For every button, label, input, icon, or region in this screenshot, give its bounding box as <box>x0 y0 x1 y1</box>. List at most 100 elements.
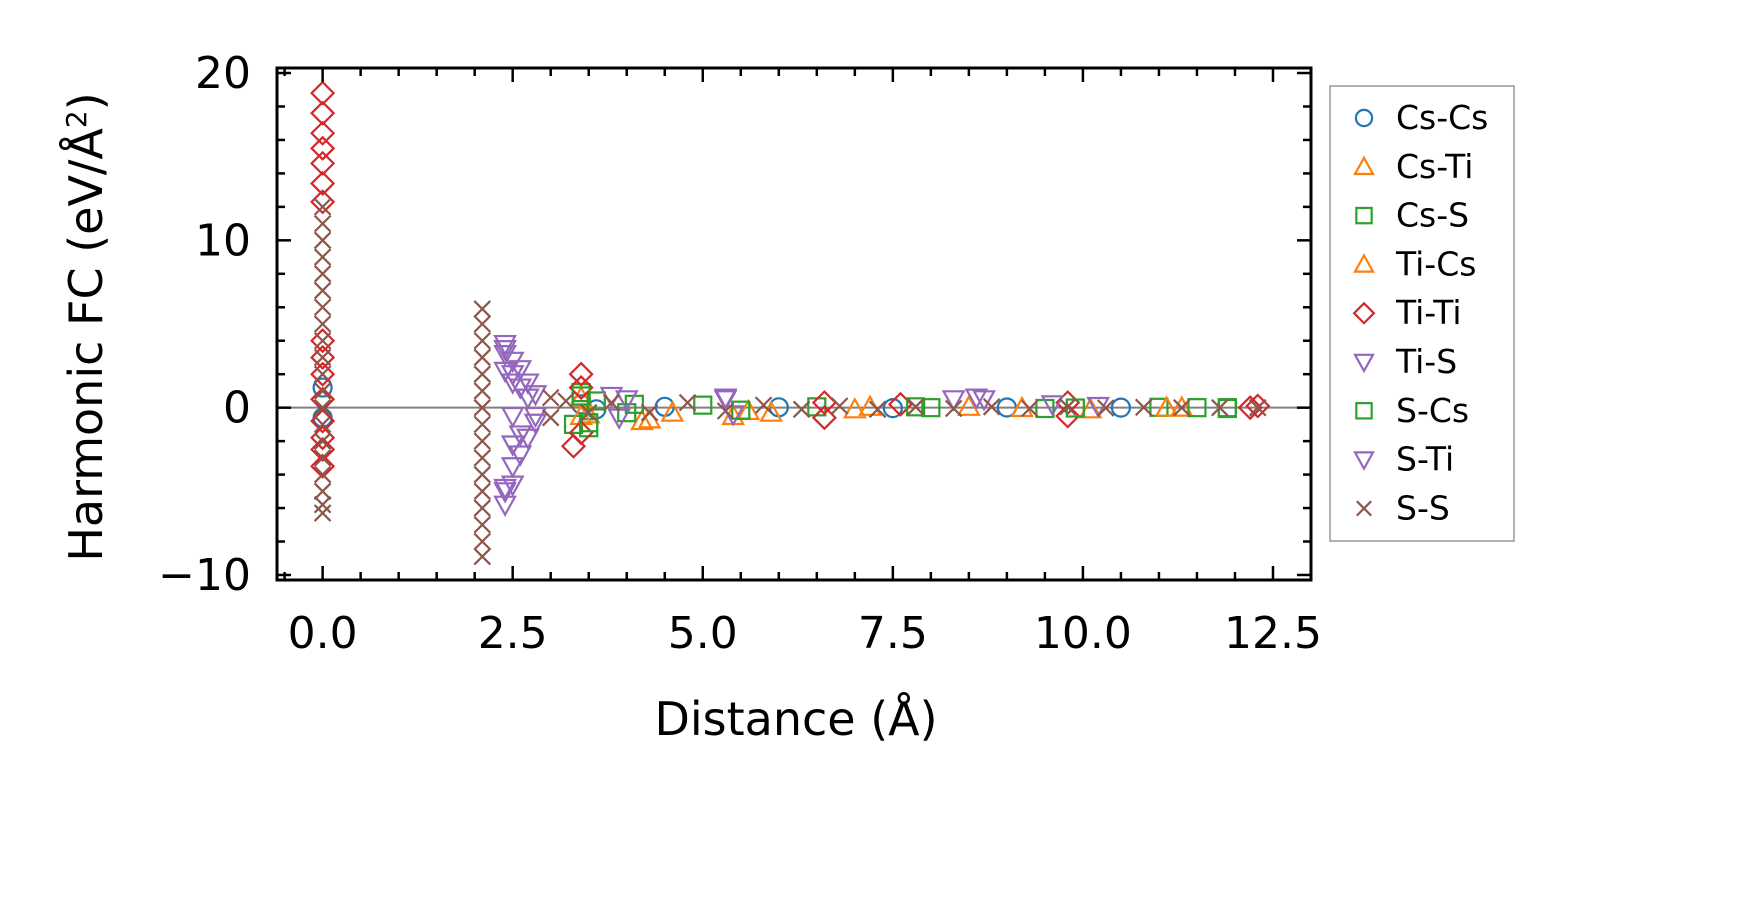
data-point <box>313 504 332 522</box>
series-ti-ti <box>310 80 1271 479</box>
data-point-stroke-b <box>1134 398 1153 417</box>
data-point <box>473 300 492 318</box>
data-point <box>473 547 492 566</box>
legend-label: Cs-Ti <box>1396 147 1473 186</box>
data-point-stroke-b <box>868 400 887 419</box>
data-point-stroke-b <box>473 449 492 467</box>
plot-frame <box>275 66 1313 582</box>
data-point-stroke-b <box>678 393 697 412</box>
data-point <box>1040 395 1065 417</box>
data-point <box>473 532 492 551</box>
data-point <box>568 375 594 401</box>
data-point <box>493 482 517 504</box>
data-point <box>313 248 332 266</box>
data-point <box>473 482 492 501</box>
data-point-stroke-b <box>313 415 332 434</box>
data-marks <box>310 80 1271 566</box>
y-tick-label: 0 <box>223 383 251 434</box>
data-point-stroke-b <box>313 198 332 216</box>
data-point <box>313 315 332 333</box>
data-point <box>508 360 533 382</box>
data-point-stroke-b <box>830 397 849 415</box>
data-point <box>310 150 336 176</box>
legend-item-ti-s: Ti-S <box>1353 342 1457 381</box>
data-point <box>313 281 332 300</box>
data-point <box>713 390 738 412</box>
data-point <box>310 453 336 479</box>
legend-item-ti-ti: Ti-Ti <box>1352 293 1462 332</box>
data-point-stroke-b <box>982 398 1001 416</box>
data-point <box>313 432 332 450</box>
data-point <box>906 397 926 417</box>
data-point <box>473 499 492 517</box>
legend-marker <box>1356 500 1372 517</box>
data-point <box>473 331 492 350</box>
data-point <box>1078 397 1103 419</box>
legend-marker <box>1352 301 1376 325</box>
x-tick-label: 5.0 <box>668 608 738 659</box>
data-point-stroke-b <box>1210 398 1229 417</box>
data-point-stroke-b <box>944 399 963 418</box>
series-s-s <box>313 198 1267 566</box>
data-point <box>313 265 332 283</box>
data-point <box>313 298 332 317</box>
data-point-stroke-b <box>602 393 621 412</box>
data-point <box>310 170 336 197</box>
data-point <box>313 331 332 350</box>
data-point <box>313 482 332 501</box>
data-point <box>523 406 548 429</box>
data-point <box>1249 398 1267 417</box>
data-point <box>882 398 903 419</box>
data-point-stroke-b <box>473 432 492 450</box>
data-point <box>1058 398 1077 416</box>
data-point <box>310 436 336 463</box>
x-tick-label: 0.0 <box>288 608 358 659</box>
data-point <box>568 361 594 387</box>
data-point <box>313 382 332 400</box>
data-point-stroke-b <box>313 231 332 250</box>
data-point <box>759 400 784 422</box>
data-point-stroke-b <box>313 504 332 522</box>
data-point-stroke-b <box>313 214 332 233</box>
data-point <box>921 398 941 418</box>
data-point <box>508 425 533 447</box>
y-tick-labels: −10 0 10 20 <box>158 48 251 601</box>
data-point <box>982 398 1001 416</box>
y-tick-label: −10 <box>158 550 251 601</box>
legend-label: Cs-Cs <box>1396 98 1488 137</box>
data-point <box>310 344 336 371</box>
data-point <box>313 495 332 514</box>
x-axis-title: Distance (Å) <box>654 692 937 746</box>
data-point <box>310 328 336 354</box>
data-point <box>678 393 697 412</box>
data-point <box>493 345 517 367</box>
legend-marker <box>1354 108 1374 128</box>
legend-marker <box>1355 402 1373 420</box>
data-point <box>972 390 996 412</box>
data-point <box>944 399 963 418</box>
legend-items: Cs-Cs Cs-Ti Cs-S Ti-Cs Ti-Ti Ti-S S-Cs S-Ti S-S <box>1352 98 1488 527</box>
data-point <box>1154 395 1179 417</box>
data-point-stroke-b <box>313 495 332 514</box>
data-point <box>523 385 548 407</box>
data-point <box>906 398 925 416</box>
data-point <box>1169 395 1194 417</box>
data-point-stroke-b <box>313 315 332 333</box>
data-point <box>473 449 492 467</box>
plot-area <box>275 66 1313 582</box>
data-point <box>500 475 525 497</box>
data-point <box>1110 397 1132 418</box>
data-point-stroke-b <box>541 408 560 427</box>
legend-label: S-Cs <box>1396 391 1469 430</box>
data-point <box>473 516 492 534</box>
data-point-stroke-b <box>313 331 332 350</box>
data-point-stroke-b <box>473 547 492 566</box>
data-point-stroke-b <box>473 482 492 501</box>
data-point <box>630 408 654 431</box>
data-point <box>493 478 517 501</box>
data-point <box>500 373 525 395</box>
data-point <box>541 388 560 407</box>
data-point <box>1237 395 1263 421</box>
data-point <box>313 449 332 467</box>
